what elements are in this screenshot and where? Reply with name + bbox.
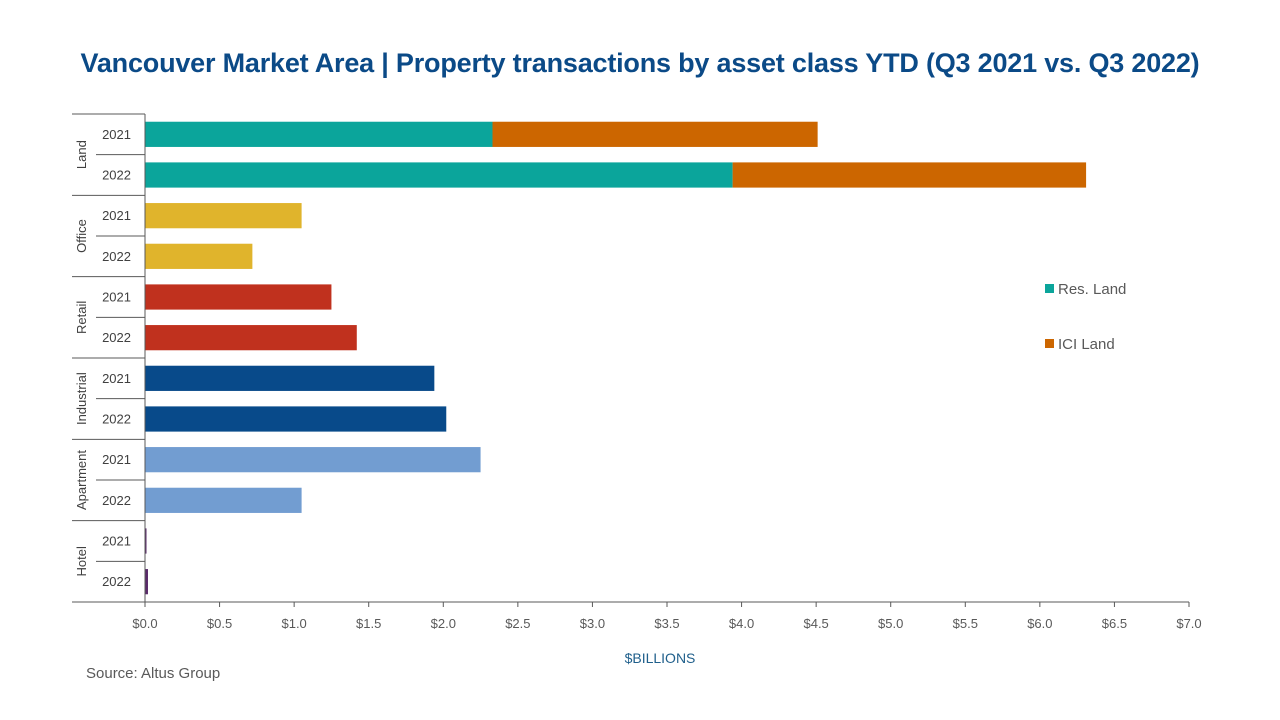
group-label-apartment: Apartment	[74, 450, 89, 510]
x-tick-label: $5.5	[953, 616, 978, 631]
year-label: 2022	[102, 412, 131, 427]
year-label: 2021	[102, 208, 131, 223]
group-label-industrial: Industrial	[74, 372, 89, 425]
chart-title: Vancouver Market Area | Property transac…	[80, 48, 1200, 78]
bar-industrial-2022-industrial	[145, 406, 447, 432]
bar-apartment-2022-apartment	[145, 487, 302, 513]
year-label: 2021	[102, 371, 131, 386]
x-tick-label: $2.5	[505, 616, 530, 631]
legend: Res. Land ICI Land	[1045, 281, 1126, 353]
bar-land-2021-res-land	[145, 121, 493, 147]
bar-land-2022-ici-land	[732, 162, 1087, 188]
year-label: 2021	[102, 452, 131, 467]
bar-land-2021-ici-land	[492, 121, 818, 147]
x-tick-label: $1.5	[356, 616, 381, 631]
year-label: 2022	[102, 493, 131, 508]
bar-office-2022-office	[145, 243, 253, 269]
bar-hotel-2021-hotel	[145, 528, 147, 554]
x-tick-label: $7.0	[1176, 616, 1201, 631]
x-tick-label: $4.0	[729, 616, 754, 631]
legend-label: Res. Land	[1058, 281, 1126, 298]
bars-layer	[145, 121, 1087, 595]
y-axis: 2021 2022 Land 2021 2022 Office 2021 2022 Retail…	[72, 113, 146, 603]
bar-industrial-2021-industrial	[145, 365, 435, 391]
group-label-land: Land	[74, 140, 89, 169]
bar-office-2021-office	[145, 203, 302, 229]
year-label: 2022	[102, 574, 131, 589]
x-tick-label: $2.0	[431, 616, 456, 631]
x-tick-label: $0.0	[132, 616, 157, 631]
year-label: 2022	[102, 330, 131, 345]
group-label-retail: Retail	[74, 301, 89, 334]
year-label: 2021	[102, 290, 131, 305]
bar-hotel-2022-hotel	[145, 569, 148, 595]
x-tick-label: $5.0	[878, 616, 903, 631]
year-label: 2022	[102, 249, 131, 264]
legend-swatch-ici-land	[1045, 339, 1054, 348]
x-tick-label: $3.0	[580, 616, 605, 631]
x-tick-label: $4.5	[803, 616, 828, 631]
x-axis: $0.0 $0.5 $1.0 $1.5 $2.0 $2.5 $3.0 $3.5 $4.0 $4.5…	[72, 601, 1202, 631]
legend-swatch-res-land	[1045, 284, 1054, 293]
x-tick-label: $3.5	[654, 616, 679, 631]
bar-retail-2021-retail	[145, 284, 332, 310]
year-label: 2022	[102, 168, 131, 183]
x-tick-label: $6.5	[1102, 616, 1127, 631]
year-label: 2021	[102, 127, 131, 142]
bar-land-2022-res-land	[145, 162, 733, 188]
legend-label: ICI Land	[1058, 336, 1115, 353]
group-label-office: Office	[74, 219, 89, 253]
bar-retail-2022-retail	[145, 325, 357, 351]
x-tick-label: $1.0	[281, 616, 306, 631]
bar-apartment-2021-apartment	[145, 447, 481, 473]
x-axis-label: $BILLIONS	[625, 650, 696, 666]
source-note: Source: Altus Group	[86, 665, 221, 682]
group-label-hotel: Hotel	[74, 546, 89, 576]
year-label: 2021	[102, 534, 131, 549]
x-tick-label: $6.0	[1027, 616, 1052, 631]
x-tick-label: $0.5	[207, 616, 232, 631]
